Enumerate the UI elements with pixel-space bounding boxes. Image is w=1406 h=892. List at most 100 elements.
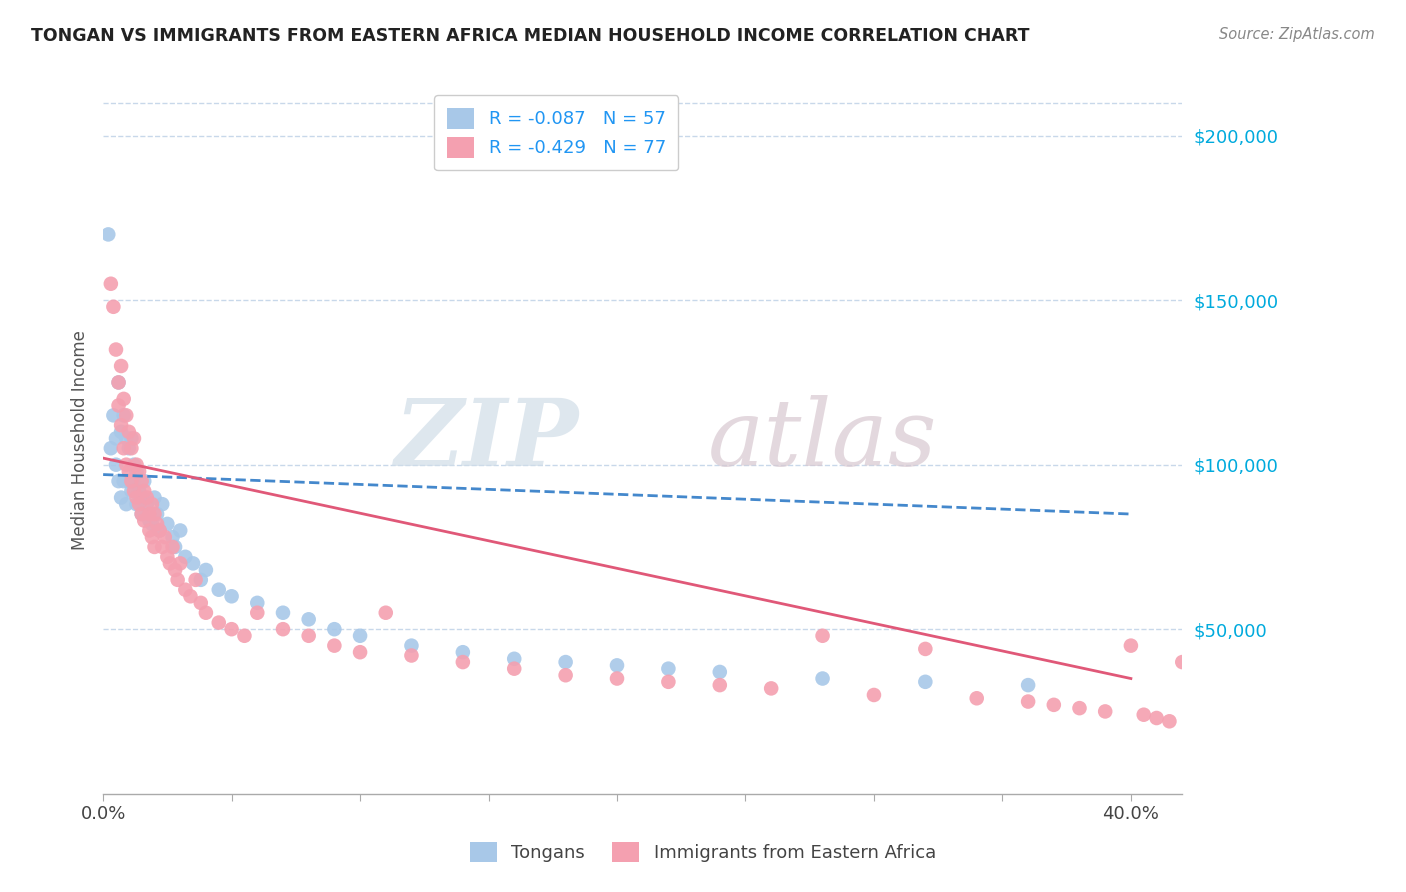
- Point: [120, 483, 142, 498]
- Point: [141, 497, 163, 511]
- Point: [141, 530, 163, 544]
- Point: [143, 491, 166, 505]
- Point: [657, 662, 679, 676]
- Point: [451, 645, 474, 659]
- Point: [104, 431, 127, 445]
- Point: [246, 596, 269, 610]
- Point: [125, 464, 148, 478]
- Point: [349, 645, 371, 659]
- Point: [401, 639, 423, 653]
- Point: [221, 622, 243, 636]
- Point: [1094, 705, 1116, 719]
- Point: [135, 497, 157, 511]
- Point: [122, 474, 145, 488]
- Point: [150, 497, 173, 511]
- Point: [159, 557, 181, 571]
- Point: [811, 629, 834, 643]
- Point: [131, 507, 153, 521]
- Point: [606, 672, 628, 686]
- Point: [122, 431, 145, 445]
- Point: [709, 665, 731, 679]
- Point: [156, 549, 179, 564]
- Point: [759, 681, 782, 696]
- Point: [194, 563, 217, 577]
- Text: ZIP: ZIP: [394, 395, 578, 485]
- Point: [107, 376, 129, 390]
- Point: [374, 606, 396, 620]
- Point: [554, 668, 576, 682]
- Point: [118, 442, 141, 456]
- Point: [1017, 695, 1039, 709]
- Legend: R = -0.087   N = 57, R = -0.429   N = 77: R = -0.087 N = 57, R = -0.429 N = 77: [434, 95, 679, 170]
- Y-axis label: Median Household Income: Median Household Income: [72, 330, 89, 550]
- Point: [174, 582, 197, 597]
- Point: [118, 425, 141, 439]
- Point: [110, 359, 132, 373]
- Point: [107, 376, 129, 390]
- Point: [181, 557, 204, 571]
- Point: [221, 589, 243, 603]
- Point: [1159, 714, 1181, 729]
- Point: [190, 596, 212, 610]
- Point: [110, 425, 132, 439]
- Point: [107, 399, 129, 413]
- Point: [153, 530, 176, 544]
- Point: [128, 497, 150, 511]
- Point: [100, 277, 122, 291]
- Point: [97, 227, 120, 242]
- Point: [103, 300, 125, 314]
- Point: [143, 507, 166, 521]
- Point: [271, 622, 294, 636]
- Text: Source: ZipAtlas.com: Source: ZipAtlas.com: [1219, 27, 1375, 42]
- Point: [122, 483, 145, 498]
- Point: [107, 474, 129, 488]
- Point: [162, 530, 184, 544]
- Point: [125, 458, 148, 472]
- Point: [125, 491, 148, 505]
- Point: [657, 674, 679, 689]
- Point: [166, 573, 188, 587]
- Point: [503, 662, 526, 676]
- Point: [131, 491, 153, 505]
- Point: [122, 458, 145, 472]
- Point: [112, 409, 135, 423]
- Point: [179, 589, 201, 603]
- Point: [811, 672, 834, 686]
- Point: [118, 464, 141, 478]
- Point: [914, 674, 936, 689]
- Point: [208, 582, 231, 597]
- Point: [115, 409, 138, 423]
- Point: [131, 507, 153, 521]
- Point: [1043, 698, 1066, 712]
- Point: [165, 563, 187, 577]
- Point: [110, 491, 132, 505]
- Point: [149, 524, 172, 538]
- Point: [120, 474, 142, 488]
- Point: [184, 573, 207, 587]
- Point: [349, 629, 371, 643]
- Point: [146, 516, 169, 531]
- Point: [118, 474, 141, 488]
- Point: [298, 629, 321, 643]
- Point: [149, 524, 172, 538]
- Point: [194, 606, 217, 620]
- Point: [190, 573, 212, 587]
- Point: [503, 652, 526, 666]
- Point: [914, 641, 936, 656]
- Point: [120, 442, 142, 456]
- Point: [134, 514, 156, 528]
- Point: [104, 458, 127, 472]
- Point: [1146, 711, 1168, 725]
- Point: [128, 483, 150, 498]
- Point: [709, 678, 731, 692]
- Point: [323, 622, 346, 636]
- Point: [863, 688, 886, 702]
- Point: [1017, 678, 1039, 692]
- Point: [103, 409, 125, 423]
- Point: [125, 497, 148, 511]
- Point: [246, 606, 269, 620]
- Point: [1069, 701, 1091, 715]
- Point: [150, 540, 173, 554]
- Point: [554, 655, 576, 669]
- Point: [208, 615, 231, 630]
